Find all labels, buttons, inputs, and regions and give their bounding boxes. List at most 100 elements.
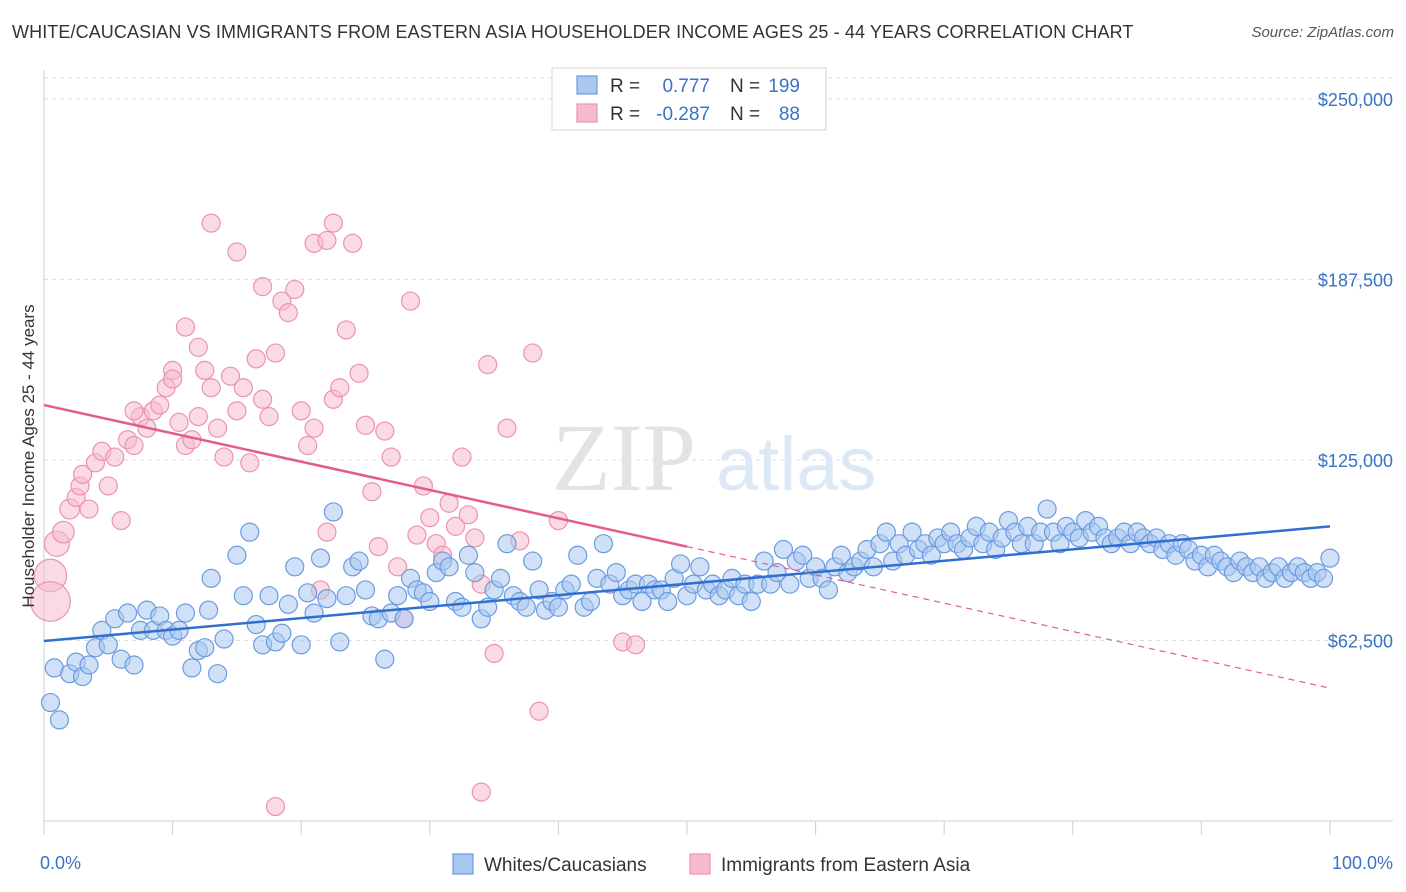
whites-point <box>818 580 839 600</box>
whites-point <box>79 655 99 675</box>
whites-point <box>98 635 118 655</box>
whites-point <box>201 568 221 588</box>
whites-point <box>175 603 196 623</box>
whites-point <box>195 638 215 658</box>
whites-point <box>304 603 324 623</box>
whites-point <box>285 557 305 577</box>
immigrants-point <box>298 435 318 456</box>
whites-point <box>330 632 350 652</box>
y-tick-label: $250,000 <box>1318 90 1393 110</box>
immigrants-point <box>227 242 247 262</box>
trend-lines <box>43 403 1331 689</box>
whites-point <box>670 554 691 574</box>
whites-point <box>1320 548 1340 568</box>
whites-point <box>568 545 588 565</box>
immigrants-point <box>529 701 549 721</box>
whites-point <box>793 545 813 565</box>
immigrants-point <box>163 369 183 389</box>
whites-point <box>317 588 337 609</box>
immigrants-point <box>497 418 517 438</box>
watermark: ZIP atlas <box>552 404 877 511</box>
immigrants-point <box>304 418 324 438</box>
immigrants-point <box>240 453 260 473</box>
legend-box <box>551 67 827 131</box>
immigrants-trend-line <box>43 403 688 548</box>
whites-point <box>658 591 678 612</box>
immigrants-point <box>452 447 472 467</box>
whites-point <box>298 583 318 603</box>
whites-point <box>741 591 761 612</box>
immigrants-point <box>317 230 337 251</box>
legend-r-label-whites: R = <box>610 76 640 97</box>
whites-point <box>529 580 549 600</box>
immigrants-point <box>420 508 440 528</box>
immigrants-point <box>625 635 646 655</box>
whites-point <box>336 586 356 606</box>
whites-point <box>227 545 247 565</box>
series-whites-points <box>40 499 1340 730</box>
whites-point <box>921 545 941 565</box>
immigrants-point <box>375 421 395 441</box>
legend-r-value-whites: 0.777 <box>662 76 710 97</box>
immigrants-point <box>246 349 266 369</box>
immigrants-point <box>484 643 504 664</box>
immigrants-point <box>105 447 125 467</box>
immigrants-point <box>233 378 253 398</box>
whites-point <box>199 600 219 620</box>
immigrants-point <box>388 557 408 577</box>
immigrants-point <box>291 401 311 421</box>
immigrants-point <box>111 510 131 531</box>
whites-point <box>606 562 626 583</box>
whites-point <box>1037 499 1057 519</box>
legend-r-label-immigrants: R = <box>610 104 640 125</box>
whites-point <box>375 649 395 669</box>
immigrants-point <box>195 360 215 380</box>
immigrants-point <box>72 464 93 484</box>
bottom-legend-label-whites: Whites/Caucasians <box>484 855 647 876</box>
legend-n-label-whites: N = <box>730 76 760 97</box>
immigrants-point <box>478 355 498 375</box>
legend-r-value-immigrants: -0.287 <box>656 104 710 125</box>
whites-point <box>246 614 266 635</box>
immigrants-point <box>124 401 144 421</box>
whites-point <box>1313 568 1334 588</box>
series-legend: Whites/Caucasians Immigrants from Easter… <box>452 853 971 876</box>
y-axis-label: Householder Income Ages 25 - 44 years <box>19 304 38 607</box>
whites-point <box>182 658 202 678</box>
immigrants-point <box>30 581 71 622</box>
immigrants-point <box>124 435 144 456</box>
immigrants-point <box>355 415 376 435</box>
whites-point <box>497 534 517 554</box>
watermark-atlas: atlas <box>716 422 877 507</box>
whites-point <box>632 591 652 612</box>
immigrants-point <box>381 447 401 467</box>
immigrants-point <box>278 303 298 323</box>
bottom-legend-swatch-immigrants <box>689 853 711 875</box>
whites-point <box>240 522 260 542</box>
immigrants-point <box>98 476 118 496</box>
immigrants-point <box>265 343 286 363</box>
immigrants-point <box>51 520 75 544</box>
whites-point <box>233 586 253 606</box>
whites-point <box>465 562 485 583</box>
whites-point <box>323 502 343 522</box>
whites-point <box>124 655 144 675</box>
immigrants-point <box>368 536 388 557</box>
whites-point <box>780 574 800 594</box>
immigrants-point <box>201 213 221 233</box>
x-tick-label-left: 0.0% <box>40 853 81 873</box>
immigrants-point <box>188 407 208 427</box>
whites-point <box>439 557 459 577</box>
series-immigrants-points <box>30 213 646 817</box>
immigrants-point <box>323 213 343 233</box>
whites-point <box>40 692 61 713</box>
whites-point <box>355 580 376 600</box>
immigrants-point <box>439 493 459 513</box>
immigrants-point <box>336 320 356 340</box>
whites-point <box>548 597 569 617</box>
y-tick-labels: $62,500 $125,000 $187,500 $250,000 <box>1318 90 1393 652</box>
whites-point <box>117 603 138 623</box>
immigrants-point <box>201 378 221 398</box>
immigrants-point <box>317 522 337 542</box>
immigrants-point <box>253 277 273 297</box>
